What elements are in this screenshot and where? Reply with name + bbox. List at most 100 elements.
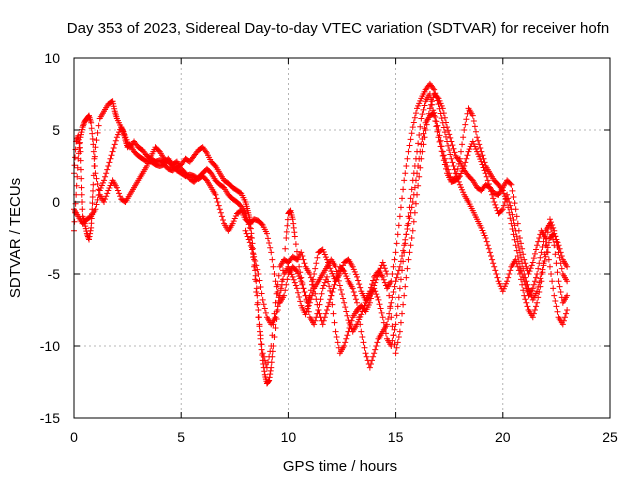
data-point	[478, 158, 485, 165]
data-point	[445, 127, 452, 134]
data-point	[217, 209, 224, 216]
data-point	[475, 137, 482, 144]
data-point	[418, 141, 425, 148]
data-point	[536, 235, 543, 241]
data-point	[482, 235, 489, 241]
data-point	[291, 279, 298, 286]
data-point	[277, 287, 284, 294]
data-point	[231, 215, 238, 222]
data-point	[334, 339, 341, 346]
data-point	[512, 242, 519, 249]
data-point	[389, 337, 396, 344]
data-point	[465, 148, 472, 155]
data-point	[500, 190, 507, 197]
data-point	[473, 128, 479, 135]
data-point	[527, 265, 534, 272]
data-point	[520, 265, 527, 272]
data-point	[396, 213, 403, 220]
data-point	[463, 116, 470, 123]
data-point	[484, 177, 491, 184]
data-point	[507, 180, 514, 187]
data-point	[533, 303, 540, 310]
data-point	[88, 119, 95, 126]
data-point	[380, 262, 387, 269]
data-point	[400, 186, 407, 193]
data-point	[534, 242, 541, 249]
data-point	[557, 249, 564, 256]
data-point	[499, 206, 506, 213]
data-point	[89, 136, 96, 142]
data-point	[523, 299, 530, 306]
data-point	[514, 220, 521, 227]
data-point	[250, 250, 257, 257]
series-b	[71, 91, 571, 357]
data-point	[440, 152, 447, 159]
data-point	[263, 364, 270, 371]
data-point	[319, 246, 326, 253]
data-point	[267, 367, 274, 374]
data-point	[359, 308, 366, 315]
data-point	[292, 267, 299, 274]
data-point	[411, 163, 418, 169]
data-point	[74, 173, 81, 180]
data-point	[261, 305, 268, 312]
data-point	[74, 164, 81, 171]
data-point	[421, 125, 428, 132]
data-point	[530, 255, 537, 262]
data-point	[376, 268, 383, 275]
data-point	[389, 323, 396, 330]
data-point	[459, 168, 466, 175]
data-point	[414, 105, 421, 112]
data-point	[380, 319, 387, 326]
data-point	[551, 230, 558, 237]
data-point	[354, 321, 361, 328]
data-point	[349, 285, 356, 292]
data-point	[540, 238, 547, 245]
data-point	[111, 141, 118, 148]
data-point	[296, 294, 303, 301]
data-point	[111, 105, 118, 112]
data-point	[463, 155, 470, 162]
data-point	[341, 343, 348, 349]
data-point	[404, 265, 411, 272]
data-point	[416, 100, 423, 107]
data-point	[432, 118, 439, 124]
data-point	[94, 181, 101, 187]
data-point	[461, 163, 468, 169]
data-point	[391, 256, 398, 263]
data-point	[243, 214, 250, 221]
data-point	[267, 371, 274, 378]
data-point	[339, 291, 345, 298]
data-point	[513, 233, 520, 240]
data-point	[265, 359, 272, 366]
data-point	[457, 170, 464, 177]
data-point	[291, 229, 298, 236]
data-point	[268, 343, 275, 349]
data-point	[346, 319, 353, 326]
data-point	[564, 263, 571, 270]
data-point	[378, 309, 385, 316]
data-point	[385, 281, 392, 288]
data-point	[253, 289, 260, 295]
data-point	[104, 190, 111, 197]
data-point	[274, 303, 281, 310]
data-point	[359, 334, 366, 340]
x-tick-label: 0	[70, 429, 78, 445]
data-point	[295, 289, 302, 296]
data-point	[533, 246, 540, 253]
data-point	[266, 240, 273, 247]
data-point	[376, 301, 383, 308]
data-points	[71, 80, 571, 387]
data-point	[470, 141, 477, 148]
data-point	[549, 278, 556, 285]
data-point	[556, 283, 563, 290]
data-point	[282, 245, 289, 252]
data-point	[88, 125, 95, 132]
data-point	[564, 292, 571, 299]
data-point	[419, 136, 426, 142]
data-point	[385, 316, 392, 322]
data-point	[479, 161, 486, 168]
data-point	[512, 256, 519, 263]
data-point	[243, 230, 250, 237]
data-point	[555, 278, 562, 285]
